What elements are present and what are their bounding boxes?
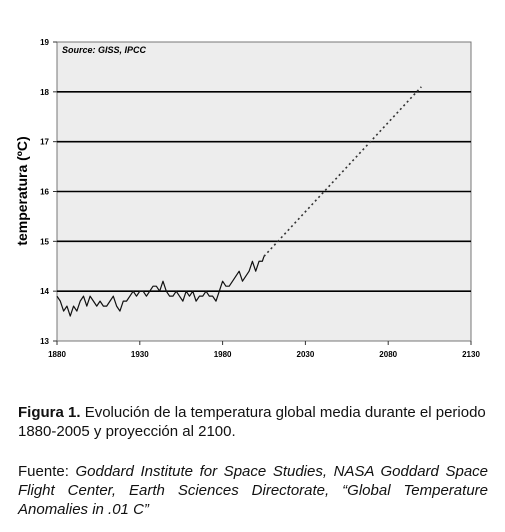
source: Fuente: Goddard Institute for Space Stud…	[18, 462, 488, 519]
caption-text: Evolución de la temperatura global media…	[18, 404, 486, 440]
x-tick-label: 1880	[48, 350, 66, 359]
y-tick-label: 17	[40, 138, 49, 147]
source-label: Fuente:	[18, 463, 69, 480]
x-tick-label: 2130	[462, 350, 480, 359]
y-tick-label: 14	[40, 287, 49, 296]
x-tick-label: 1930	[131, 350, 149, 359]
caption-label: Figura 1.	[18, 404, 81, 421]
annotation: Source: GISS, IPCC	[62, 45, 147, 55]
caption: Figura 1. Evolución de la temperatura gl…	[18, 403, 488, 441]
y-tick-label: 13	[40, 337, 49, 346]
source-text: Goddard Institute for Space Studies, NAS…	[18, 463, 488, 518]
y-tick-label: 19	[40, 38, 49, 47]
y-tick-label: 18	[40, 88, 49, 97]
x-tick-label: 2030	[297, 350, 315, 359]
y-axis-label: temperatura (ºC)	[14, 136, 30, 245]
y-tick-label: 15	[40, 237, 49, 246]
chart: Source: GISS, IPCC temperatura (ºC) 13 14…	[14, 38, 480, 359]
x-tick-label: 2080	[379, 350, 397, 359]
x-tick-label: 1980	[214, 350, 232, 359]
y-tick-label: 16	[40, 188, 49, 197]
data-line	[263, 86, 422, 257]
data-line	[56, 256, 265, 317]
